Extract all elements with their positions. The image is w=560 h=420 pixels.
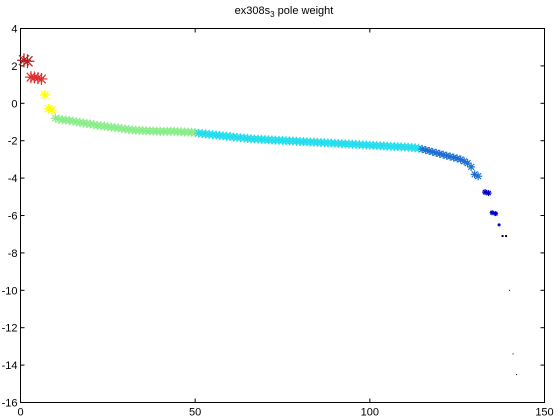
data-point xyxy=(46,104,57,115)
x-tick-label: 0 xyxy=(17,407,23,419)
chart-title-subscript: 3 xyxy=(270,10,275,19)
y-tick-label: 4 xyxy=(11,24,17,36)
y-tick-label: 2 xyxy=(11,61,17,73)
axis-ticks: 0 50 100 150 4 2 0 -2 -4 -6 -8 -10 -12 -14 -16 xyxy=(2,24,554,419)
y-tick-label: -8 xyxy=(8,248,18,260)
data-point xyxy=(474,172,483,181)
data-point xyxy=(512,353,514,355)
y-tick-label: -4 xyxy=(8,173,18,185)
data-point xyxy=(497,223,501,227)
data-points xyxy=(16,53,518,375)
data-point xyxy=(39,89,50,100)
data-point xyxy=(493,211,499,217)
y-tick-label: 0 xyxy=(11,98,17,110)
y-tick-label: -12 xyxy=(2,323,18,335)
x-tick-label: 50 xyxy=(189,407,201,419)
y-tick-label: -2 xyxy=(8,136,18,148)
data-point xyxy=(505,235,508,238)
y-tick-label: -6 xyxy=(8,211,18,223)
y-tick-label: -10 xyxy=(2,285,18,297)
chart-title-main: ex308s xyxy=(235,5,271,17)
data-point xyxy=(509,289,511,291)
y-tick-label: -14 xyxy=(2,360,18,372)
plot-area-frame xyxy=(20,28,545,403)
data-point xyxy=(467,162,476,171)
data-point xyxy=(485,190,492,197)
data-point xyxy=(501,235,504,238)
data-point xyxy=(35,72,48,85)
data-point xyxy=(516,373,518,375)
chart-title: ex308s3 pole weight xyxy=(235,5,334,19)
data-point xyxy=(463,159,472,168)
chart-title-suffix: pole weight xyxy=(275,5,334,17)
x-tick-label: 150 xyxy=(535,407,553,419)
x-tick-label: 100 xyxy=(361,407,379,419)
data-point xyxy=(20,54,35,69)
y-tick-label: -16 xyxy=(2,398,18,410)
